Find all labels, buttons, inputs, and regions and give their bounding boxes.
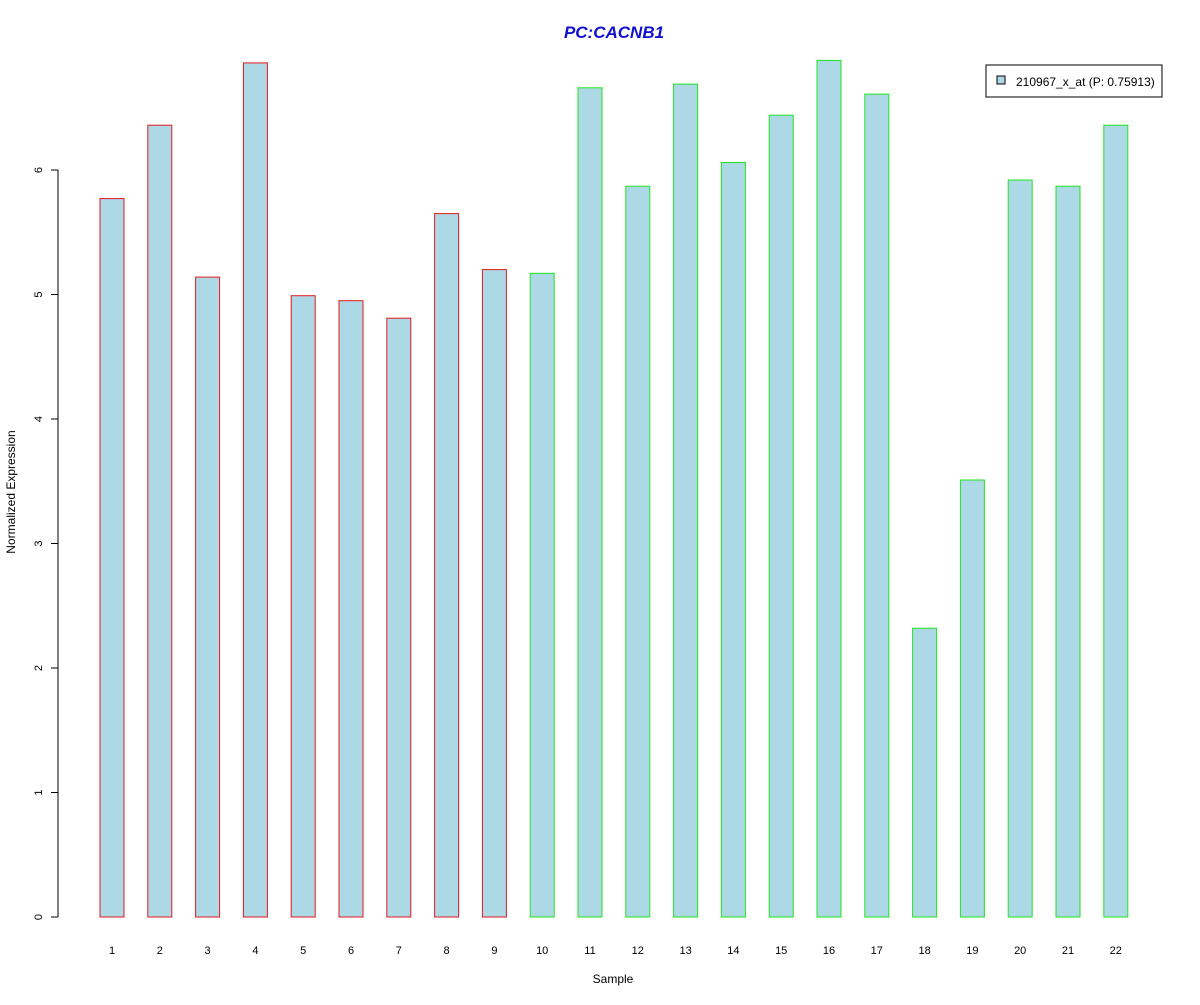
x-tick-label: 16 bbox=[823, 945, 835, 957]
bar-sample-22 bbox=[1103, 124, 1129, 918]
x-tick-label: 20 bbox=[1014, 945, 1026, 957]
x-tick-label: 4 bbox=[252, 945, 258, 957]
bar-sample-8 bbox=[434, 213, 460, 918]
legend-label: 210967_x_at (P: 0.75913) bbox=[1016, 75, 1155, 89]
x-tick-label: 12 bbox=[632, 945, 644, 957]
bar-sample-13 bbox=[673, 83, 699, 918]
x-tick-label: 3 bbox=[205, 945, 211, 957]
bar-sample-7 bbox=[386, 317, 412, 918]
x-tick-label: 5 bbox=[300, 945, 306, 957]
x-tick-label: 8 bbox=[444, 945, 450, 957]
x-tick-label: 14 bbox=[727, 945, 739, 957]
bar-sample-21 bbox=[1055, 185, 1081, 918]
y-tick-label: 0 bbox=[33, 914, 45, 920]
bar-sample-20 bbox=[1007, 179, 1033, 918]
x-axis-label: Sample bbox=[593, 972, 634, 986]
y-tick-label: 2 bbox=[33, 665, 45, 671]
x-tick-label: 1 bbox=[109, 945, 115, 957]
bar-sample-18 bbox=[912, 627, 938, 918]
y-axis: 0 1 2 3 4 5 6 bbox=[33, 167, 59, 920]
bar-sample-14 bbox=[720, 162, 746, 918]
x-tick-label: 19 bbox=[966, 945, 978, 957]
x-tick-label: 13 bbox=[679, 945, 691, 957]
bar-sample-10 bbox=[529, 272, 555, 918]
x-tick-label: 2 bbox=[157, 945, 163, 957]
y-tick-label: 3 bbox=[33, 540, 45, 546]
bar-sample-9 bbox=[481, 269, 507, 918]
legend-box bbox=[985, 64, 1163, 98]
x-tick-label: 9 bbox=[491, 945, 497, 957]
x-tick-label: 15 bbox=[775, 945, 787, 957]
bar-sample-12 bbox=[625, 185, 651, 918]
x-tick-label: 21 bbox=[1062, 945, 1074, 957]
x-tick-label: 17 bbox=[871, 945, 883, 957]
y-tick-label: 5 bbox=[33, 291, 45, 297]
bar-sample-5 bbox=[290, 295, 316, 918]
bar-sample-4 bbox=[242, 62, 268, 918]
bar-sample-17 bbox=[864, 93, 890, 918]
x-tick-label: 7 bbox=[396, 945, 402, 957]
x-tick-label: 22 bbox=[1110, 945, 1122, 957]
bar-sample-1 bbox=[99, 198, 125, 918]
y-tick-label: 6 bbox=[33, 167, 45, 173]
bar-sample-16 bbox=[816, 59, 842, 918]
x-tick-labels: 1 2 3 4 5 6 7 8 9 10 11 12 13 14 15 16 17 18 19 20 21 22 bbox=[109, 945, 1122, 957]
legend: 210967_x_at (P: 0.75913) bbox=[985, 64, 1163, 98]
bar-sample-11 bbox=[577, 87, 603, 918]
x-tick-label: 6 bbox=[348, 945, 354, 957]
bars-group bbox=[99, 59, 1129, 918]
chart-title: PC:CACNB1 bbox=[564, 23, 664, 42]
y-tick-label: 4 bbox=[33, 416, 45, 422]
bar-sample-2 bbox=[147, 124, 173, 918]
bar-sample-19 bbox=[959, 479, 985, 918]
legend-swatch bbox=[996, 75, 1006, 85]
bar-sample-6 bbox=[338, 300, 364, 918]
x-tick-label: 11 bbox=[584, 945, 595, 957]
y-axis-label: Normalized Expression bbox=[4, 430, 18, 553]
y-tick-label: 1 bbox=[33, 789, 45, 795]
bar-sample-15 bbox=[768, 114, 794, 918]
x-tick-label: 10 bbox=[536, 945, 548, 957]
x-tick-label: 18 bbox=[918, 945, 930, 957]
bar-sample-3 bbox=[195, 276, 221, 918]
